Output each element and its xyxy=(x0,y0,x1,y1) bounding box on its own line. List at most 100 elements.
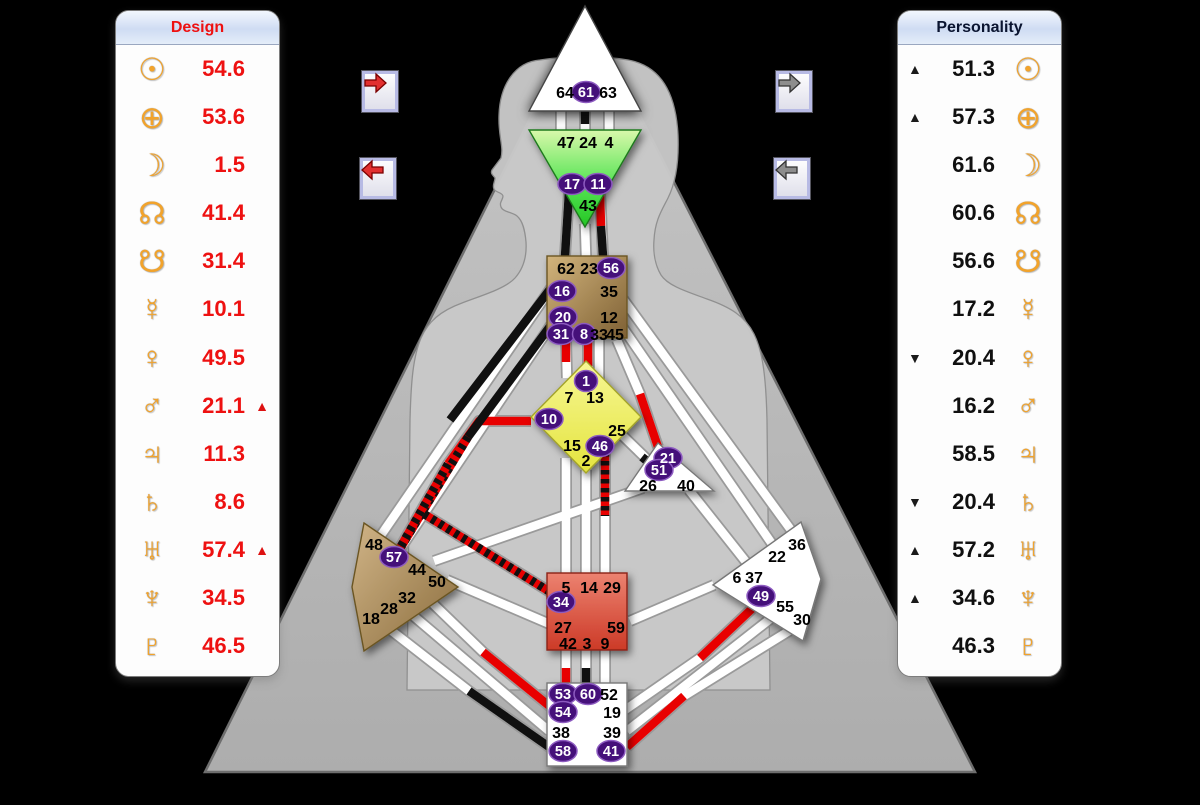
gate-50: 50 xyxy=(428,574,446,591)
gate-12: 12 xyxy=(600,310,618,327)
planet-row[interactable]: ☉ 54.6 xyxy=(116,45,279,93)
planet-row[interactable]: ⊕ 53.6 xyxy=(116,93,279,141)
gate-line-value: 8.6 xyxy=(214,488,245,514)
planet-glyph: ♆ xyxy=(140,580,164,616)
planet-row[interactable]: ▲ 51.3 ☉ xyxy=(898,45,1061,93)
planet-row[interactable]: 17.2 ☿ xyxy=(898,285,1061,333)
planet-row[interactable]: ▲ 34.6 ♆ xyxy=(898,574,1061,622)
gate-25: 25 xyxy=(608,423,626,440)
solar-plexus-center xyxy=(711,520,822,643)
fixing-arrow: ▲ xyxy=(255,397,269,414)
gate-43: 43 xyxy=(579,198,597,215)
planet-row[interactable]: ♄ 8.6 xyxy=(116,478,279,526)
planet-glyph: ♀ xyxy=(1016,340,1040,375)
planet-row[interactable]: ▼ 20.4 ♄ xyxy=(898,478,1061,526)
gate-48: 48 xyxy=(365,537,383,554)
red-left-arrow-icon xyxy=(361,159,384,181)
planet-glyph: ♀ xyxy=(140,340,164,375)
planet-glyph: ♄ xyxy=(140,484,164,520)
gate-32: 32 xyxy=(398,590,416,607)
gate-labels: 64 63 47 24 4 43 62 23 35 12 33 45 7 13 … xyxy=(362,85,811,742)
gate-33: 33 xyxy=(590,327,608,344)
planet-glyph: ☉ xyxy=(1014,51,1042,87)
gate-24: 24 xyxy=(579,135,597,152)
spleen-center xyxy=(351,521,460,653)
gate-44: 44 xyxy=(408,562,426,579)
planet-glyph: ☉ xyxy=(138,51,166,87)
gate-line-value: 16.2 xyxy=(952,392,995,418)
gate-line-value: 56.6 xyxy=(952,248,995,274)
gate-60: 60 xyxy=(580,687,596,703)
planet-row[interactable]: ☊ 41.4 xyxy=(116,189,279,237)
gate-line-value: 53.6 xyxy=(202,104,245,130)
planet-row[interactable]: ♀ 49.5 xyxy=(116,333,279,381)
gate-47: 47 xyxy=(557,135,575,152)
gate-19: 19 xyxy=(603,705,621,722)
planet-row[interactable]: ☿ 10.1 xyxy=(116,285,279,333)
planet-row[interactable]: ▲ 57.2 ♅ xyxy=(898,526,1061,574)
gate-20: 20 xyxy=(555,310,571,326)
planet-glyph: ♂ xyxy=(1016,388,1040,424)
planet-glyph: ♅ xyxy=(140,532,164,568)
gate-4: 4 xyxy=(605,135,614,152)
design-rows: ☉ 54.6 ⊕ 53.6 ☽ 1.5 ☊ xyxy=(116,45,279,670)
planet-row[interactable]: 61.6 ☽ xyxy=(898,141,1061,189)
gate-64: 64 xyxy=(556,85,574,102)
personality-back-button[interactable] xyxy=(773,157,811,200)
planet-row[interactable]: 56.6 ☋ xyxy=(898,237,1061,285)
personality-forward-button[interactable] xyxy=(775,70,813,113)
fixing-arrow: ▼ xyxy=(908,493,922,510)
gate-22: 22 xyxy=(768,549,786,566)
planet-row[interactable]: ♅ 57.4 ▲ xyxy=(116,526,279,574)
planet-row[interactable]: ♆ 34.5 xyxy=(116,574,279,622)
gate-23: 23 xyxy=(580,261,598,278)
gate-61: 61 xyxy=(578,85,594,101)
gate-13: 13 xyxy=(586,390,604,407)
channels-both-striped xyxy=(393,434,610,604)
personality-rows: ▲ 51.3 ☉ ▲ 57.3 ⊕ 61.6 ☽ xyxy=(898,45,1061,670)
activated-gate-labels: 61 17 11 56 16 20 31 8 1 10 46 21 51 57 … xyxy=(386,85,769,760)
fixing-arrow: ▲ xyxy=(255,541,269,558)
fixing-arrow: ▲ xyxy=(908,61,922,78)
gate-line-value: 17.2 xyxy=(952,296,995,322)
planet-glyph: ♆ xyxy=(1016,580,1040,616)
gate-38: 38 xyxy=(552,725,570,742)
gate-51: 51 xyxy=(651,463,667,479)
planet-row[interactable]: ▲ 57.3 ⊕ xyxy=(898,93,1061,141)
planet-row[interactable]: 58.5 ♃ xyxy=(898,430,1061,478)
gate-line-value: 20.4 xyxy=(952,488,995,514)
planet-glyph: ♄ xyxy=(1016,484,1040,520)
planet-glyph: ♂ xyxy=(140,388,164,424)
gate-circles xyxy=(379,80,776,763)
gate-line-value: 34.5 xyxy=(202,584,245,610)
gate-line-value: 20.4 xyxy=(952,344,995,370)
planet-glyph: ☋ xyxy=(1014,243,1042,279)
gate-line-value: 51.3 xyxy=(952,56,995,82)
planet-row[interactable]: ▼ 20.4 ♀ xyxy=(898,333,1061,381)
planet-row[interactable]: ☽ 1.5 xyxy=(116,141,279,189)
gate-5: 5 xyxy=(562,580,571,597)
gates: 61 17 11 56 16 20 31 8 1 10 46 21 51 57 … xyxy=(362,80,811,763)
gate-26: 26 xyxy=(639,478,657,495)
gate-line-value: 58.5 xyxy=(952,440,995,466)
planet-row[interactable]: ☋ 31.4 xyxy=(116,237,279,285)
personality-panel-title: Personality xyxy=(898,11,1061,45)
planet-row[interactable]: 46.3 ♇ xyxy=(898,622,1061,670)
gray-left-arrow-icon xyxy=(775,159,798,181)
planet-row[interactable]: 60.6 ☊ xyxy=(898,189,1061,237)
planet-row[interactable]: 16.2 ♂ xyxy=(898,382,1061,430)
planet-row[interactable]: ♇ 46.5 xyxy=(116,622,279,670)
gate-line-value: 60.6 xyxy=(952,200,995,226)
design-forward-button[interactable] xyxy=(361,70,399,113)
gate-line-value: 46.3 xyxy=(952,632,995,658)
gate-54: 54 xyxy=(555,705,571,721)
planet-row[interactable]: ♂ 21.1 ▲ xyxy=(116,382,279,430)
design-back-button[interactable] xyxy=(359,157,397,200)
gate-53: 53 xyxy=(555,687,571,703)
gate-30: 30 xyxy=(793,612,811,629)
planet-row[interactable]: ♃ 11.3 xyxy=(116,430,279,478)
planet-glyph: ☊ xyxy=(1014,195,1042,231)
gate-line-value: 31.4 xyxy=(202,248,245,274)
gate-45: 45 xyxy=(606,327,624,344)
